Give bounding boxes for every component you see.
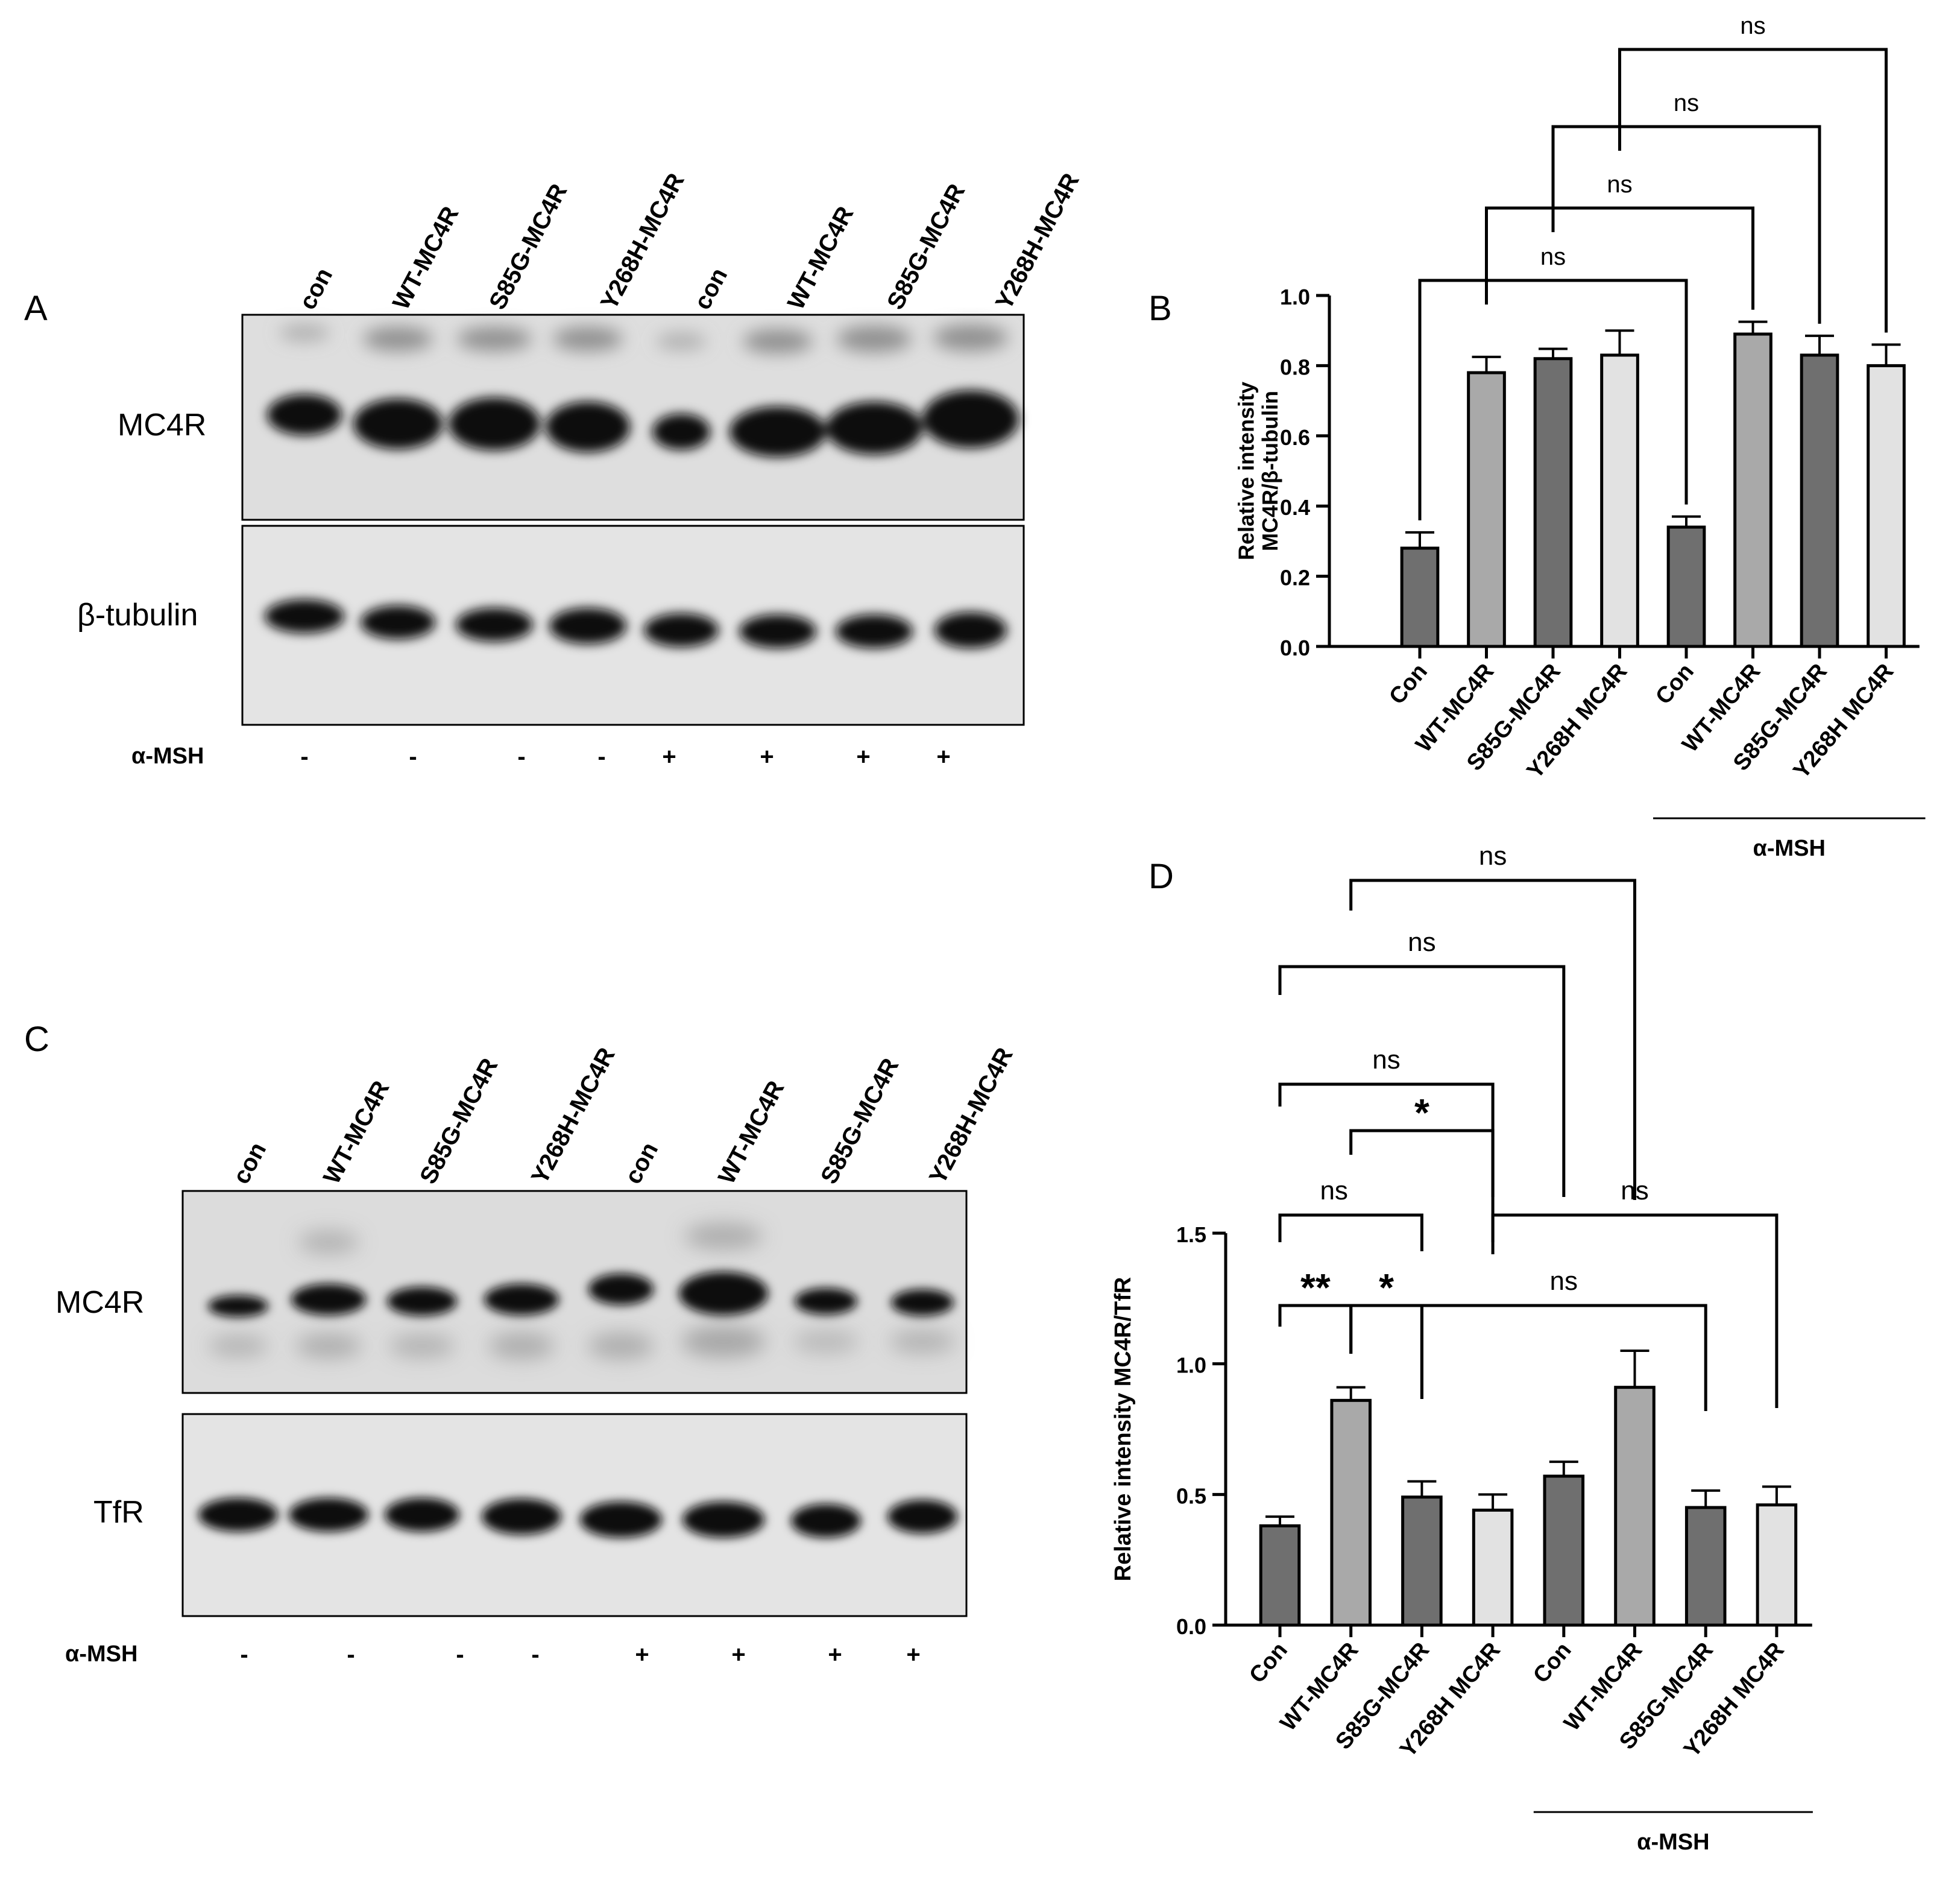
chart-d-bar [1543, 1474, 1585, 1627]
chart-d-bracket-label: * [1379, 1266, 1394, 1309]
blot-c-treatment-label: α-MSH [65, 1641, 138, 1667]
chart-d-bracket-label: ** [1300, 1266, 1331, 1309]
chart-d-bracket [1278, 1213, 1423, 1251]
blot-a-treatment-1: - [300, 744, 309, 770]
chart-d-bar [1401, 1495, 1443, 1627]
blot-a-row-tubulin: β-tubulin [77, 598, 198, 633]
panel-d-letter: D [1149, 857, 1174, 896]
chart-b-y-label-line: Relative intensity [1234, 382, 1259, 560]
chart-b-bar [1867, 364, 1906, 648]
blot-c-treatment-4: - [531, 1641, 540, 1668]
panel-b-letter: B [1149, 289, 1172, 328]
blot-a-treatment-8: + [936, 744, 951, 770]
blot-a-row-mc4r: MC4R [118, 408, 207, 443]
chart-d-y-tick-label: 1.0 [1176, 1353, 1206, 1378]
chart-d-y-tick-label: 0.0 [1176, 1614, 1206, 1639]
chart-b-x-tick-label: Con [1651, 659, 1699, 710]
blot-c-row-tfr: TfR [93, 1495, 144, 1530]
chart-b-bar [1467, 371, 1506, 648]
chart-b: 0.0 0.2 0.4 0.6 0.8 1.0 Relative intensityMC4R… [1234, 13, 1926, 861]
blot-c-treatment-5: + [635, 1641, 649, 1668]
chart-b-bar [1666, 525, 1706, 648]
chart-b-y-tick-label: 0.2 [1280, 566, 1310, 590]
chart-d-bracket [1349, 1304, 1423, 1399]
blot-c-treatment-7: + [828, 1641, 842, 1668]
blot-c-treatment-1: - [240, 1641, 248, 1668]
blot-c-treatment-8: + [906, 1641, 921, 1668]
chart-d-bar [1684, 1506, 1727, 1627]
chart-b-bracket [1618, 48, 1888, 333]
chart-d-bracket-label: * [1414, 1091, 1429, 1134]
chart-d-bracket [1349, 879, 1636, 1200]
blot-a [241, 314, 1025, 726]
chart-b-y-label: Relative intensityMC4R/β-tubulin [1234, 382, 1283, 560]
chart-b-bracket [1551, 125, 1821, 324]
chart-d-bracket-label: ns [1320, 1176, 1347, 1205]
blot-c-treatment-6: + [731, 1641, 746, 1668]
panel-c-letter: C [24, 1020, 49, 1059]
chart-d-x-tick-label: Con [1528, 1638, 1577, 1688]
chart-d: 0.0 0.5 1.0 1.5 Relative intensity MC4R/TfR C… [1111, 841, 1813, 1855]
chart-d-bracket-label: ns [1408, 927, 1435, 957]
blot-c-tfr-bands [198, 1498, 957, 1538]
chart-b-y-label-line: MC4R/β-tubulin [1258, 391, 1282, 551]
chart-d-bar [1756, 1503, 1798, 1627]
blot-a-treatment-5: + [662, 744, 676, 770]
blot-a-treatment-3: - [517, 744, 526, 770]
blot-c-mc4r-bands [208, 1272, 954, 1317]
chart-b-y-tick-label: 0.8 [1280, 355, 1310, 379]
chart-b-bracket-label: ns [1540, 244, 1566, 270]
chart-d-y-label: Relative intensity MC4R/TfR [1111, 1277, 1136, 1582]
chart-b-bar [1733, 332, 1773, 648]
chart-b-x-tick-label: Con [1384, 659, 1432, 710]
chart-b-bracket-label: ns [1740, 13, 1765, 39]
chart-b-y-tick-label: 1.0 [1280, 285, 1310, 309]
chart-b-y-tick-label: 0.4 [1280, 495, 1310, 520]
chart-b-bar [1400, 546, 1440, 648]
blot-a-treatment-4: - [597, 744, 606, 770]
chart-b-bracket [1485, 206, 1754, 310]
chart-d-group-label: α-MSH [1637, 1830, 1709, 1855]
chart-d-bracket-label: ns [1550, 1266, 1578, 1296]
panel-a-letter: A [24, 289, 48, 328]
chart-d-bracket-label: ns [1372, 1045, 1400, 1075]
blot-a-tubulin-bands [265, 599, 1007, 648]
blot-a-treatment-6: + [760, 744, 774, 770]
blot-a-mc4r-bands [267, 390, 1019, 457]
blot-c-treatment-3: - [456, 1641, 464, 1668]
chart-d-bar [1614, 1386, 1656, 1627]
blot-c [181, 1190, 968, 1617]
chart-d-bracket [1278, 965, 1566, 1197]
chart-d-bar [1472, 1508, 1514, 1627]
chart-d-bar [1259, 1524, 1301, 1627]
chart-b-bracket-label: ns [1674, 90, 1699, 116]
chart-b-bar [1600, 353, 1639, 648]
blot-c-treatment-2: - [347, 1641, 355, 1668]
chart-b-bracket-label: ns [1607, 171, 1632, 198]
chart-d-bracket-label: ns [1479, 841, 1507, 871]
chart-d-bracket [1278, 1304, 1353, 1354]
blot-a-treatment-label: α-MSH [131, 744, 204, 769]
chart-d-y-tick-label: 1.5 [1176, 1222, 1206, 1247]
chart-d-x-tick-label: Con [1244, 1638, 1293, 1688]
blot-a-treatment-7: + [856, 744, 871, 770]
chart-b-y-tick-label: 0.0 [1280, 636, 1310, 660]
chart-d-bracket [1278, 1082, 1495, 1197]
chart-b-bracket [1418, 279, 1688, 520]
chart-b-bar [1533, 357, 1573, 648]
chart-d-bar [1330, 1398, 1372, 1627]
chart-d-y-tick-label: 0.5 [1176, 1483, 1206, 1508]
chart-b-bar [1800, 353, 1839, 648]
blot-a-treatment-2: - [409, 744, 417, 770]
chart-b-group-label: α-MSH [1753, 836, 1826, 861]
blot-c-faint-bands [208, 1223, 956, 1359]
chart-b-y-tick-label: 0.6 [1280, 425, 1310, 450]
blot-a-faint-bands [279, 324, 1008, 353]
chart-d-bracket [1420, 1304, 1707, 1411]
blot-c-row-mc4r: MC4R [55, 1285, 145, 1320]
